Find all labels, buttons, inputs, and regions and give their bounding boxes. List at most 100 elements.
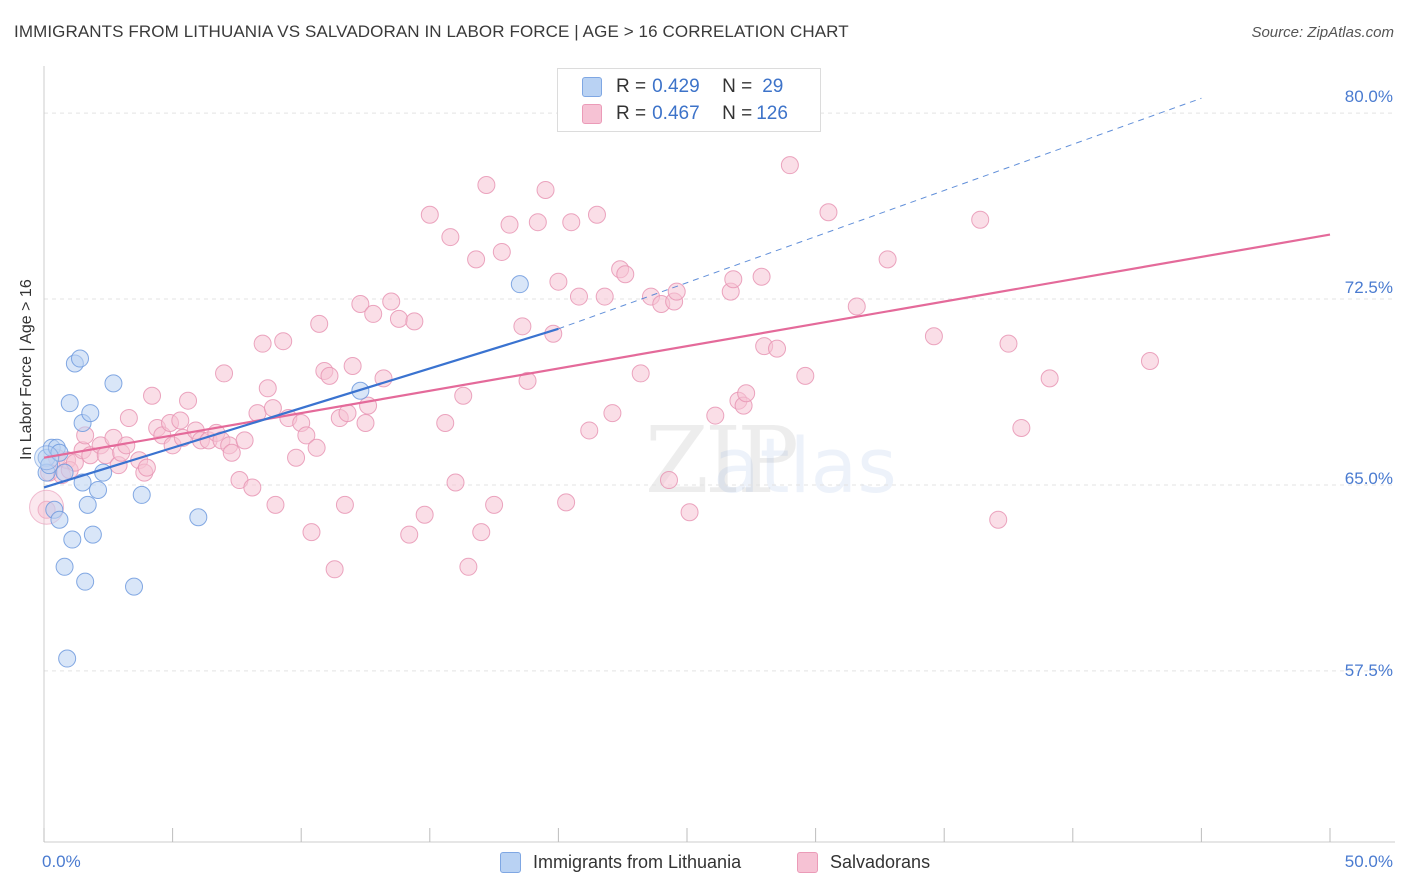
data-point [287, 448, 306, 467]
data-point [274, 332, 293, 351]
data-point [132, 485, 151, 504]
data-point [587, 205, 606, 224]
data-point [258, 379, 277, 398]
data-point [364, 304, 383, 323]
data-point [78, 495, 97, 514]
data-point [999, 334, 1018, 353]
y-tick-72-5: 72.5% [1344, 278, 1393, 297]
data-point [189, 508, 208, 527]
data-point [119, 409, 138, 428]
data-point [83, 525, 102, 544]
data-point [343, 356, 362, 375]
watermark: ZIP [645, 407, 796, 514]
legend-r-value: 0.429 [652, 76, 700, 97]
legend-n-value: 126 [756, 103, 788, 124]
legend-swatch-pink [582, 104, 602, 124]
data-point [222, 443, 241, 462]
data-point [780, 156, 799, 175]
lithuania-trend-line [43, 327, 559, 489]
data-point [235, 431, 254, 450]
data-point [297, 426, 316, 445]
data-point [513, 317, 532, 336]
legend-row-lithuania: R = 0.429 N = 29 [582, 75, 783, 99]
series-legend-lithuania: Immigrants from Lithuania [500, 852, 741, 873]
chart-title: IMMIGRANTS FROM LITHUANIA VS SALVADORAN … [14, 22, 849, 41]
legend-r-value: 0.467 [652, 103, 700, 124]
data-point [569, 287, 588, 306]
grid [44, 112, 1395, 672]
source-label: Source: ZipAtlas.com [1251, 24, 1394, 41]
y-tick-57-5: 57.5% [1344, 661, 1393, 680]
data-point [706, 406, 725, 425]
data-point [472, 523, 491, 542]
data-point [819, 203, 838, 222]
data-point [989, 510, 1008, 529]
data-point [58, 649, 77, 668]
lithuania-trend-extension [558, 97, 1202, 330]
data-point [351, 295, 370, 314]
data-point [55, 557, 74, 576]
legend-swatch-blue [582, 77, 602, 97]
data-point [215, 364, 234, 383]
data-point [320, 366, 339, 385]
data-point [125, 577, 144, 596]
data-point [325, 560, 344, 579]
data-point [389, 309, 408, 328]
data-point [405, 312, 424, 331]
data-point [595, 287, 614, 306]
legend-n-value: 29 [762, 76, 784, 97]
data-point [400, 525, 419, 544]
data-point [724, 270, 743, 289]
series-legend: Immigrants from Lithuania Salvadorans [0, 852, 1406, 878]
data-point [477, 176, 496, 195]
data-point [446, 473, 465, 492]
data-point [544, 324, 563, 343]
y-tick-65: 65.0% [1344, 469, 1393, 488]
data-point [1140, 352, 1159, 371]
data-point [680, 503, 699, 522]
x-tick-50: 50.0% [1344, 852, 1393, 871]
data-point [60, 394, 79, 413]
data-point [752, 267, 771, 286]
series-swatch-pink [797, 852, 818, 873]
data-point [374, 369, 393, 388]
data-point [76, 572, 95, 591]
legend-row-salvadorans: R = 0.467 N = 126 [582, 102, 788, 126]
data-point [243, 478, 262, 497]
watermark-atlas: atlas [713, 421, 897, 510]
data-point [459, 557, 478, 576]
data-point [50, 510, 69, 529]
data-point [500, 215, 519, 234]
series-legend-label: Immigrants from Lithuania [533, 852, 742, 872]
data-point [420, 205, 439, 224]
data-point [436, 414, 455, 433]
data-point [467, 250, 486, 269]
data-point [179, 391, 198, 410]
data-point [104, 374, 123, 393]
data-point [603, 404, 622, 423]
data-point [549, 272, 568, 291]
series-legend-salvadorans: Salvadorans [797, 852, 930, 873]
data-point [796, 366, 815, 385]
data-point [971, 210, 990, 229]
data-point [310, 314, 329, 333]
y-tick-80: 80.0% [1344, 87, 1393, 106]
data-point [454, 386, 473, 405]
data-point [485, 495, 504, 514]
data-point [441, 228, 460, 247]
data-point [81, 404, 100, 423]
data-point [518, 371, 537, 390]
data-point [924, 327, 943, 346]
data-point [415, 505, 434, 524]
data-point [536, 180, 555, 199]
data-point [667, 282, 686, 301]
data-point [356, 414, 375, 433]
data-point [63, 530, 82, 549]
data-point [307, 438, 326, 457]
data-point [1012, 418, 1031, 437]
data-point [847, 297, 866, 316]
legend-n-label: N = [722, 76, 753, 97]
legend-r-label: R = [616, 103, 647, 124]
legend-n-label: N = [722, 103, 753, 124]
